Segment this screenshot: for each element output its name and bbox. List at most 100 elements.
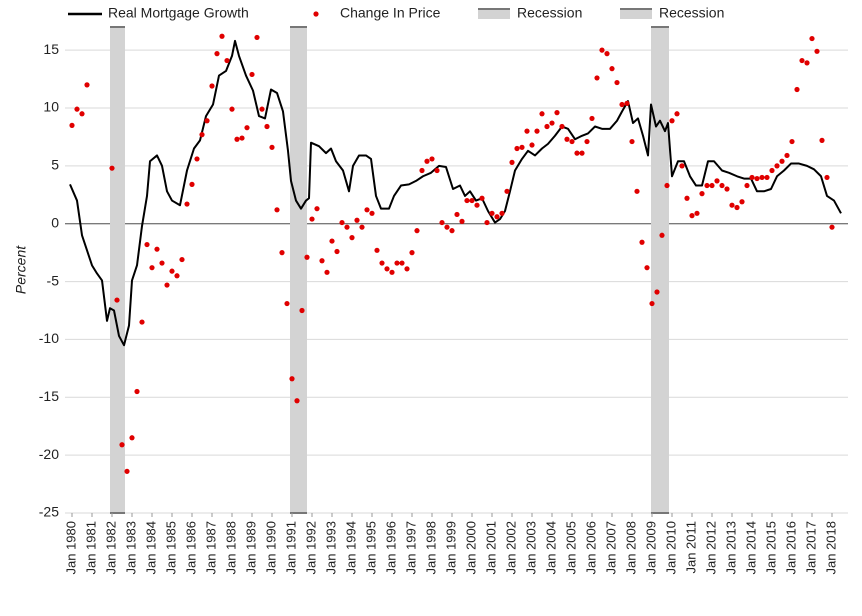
point: [719, 182, 725, 189]
y-tick-label: -20: [39, 446, 59, 462]
point: [494, 214, 500, 220]
x-tick-label: Jan 1983: [123, 521, 138, 575]
point: [284, 300, 290, 307]
point: [134, 388, 140, 395]
point: [449, 228, 455, 234]
recession-band: [290, 27, 307, 513]
point: [269, 144, 275, 150]
x-tick-label: Jan 1999: [443, 521, 458, 575]
line: [69, 39, 842, 347]
point: [179, 256, 185, 263]
point: [664, 182, 670, 189]
point: [329, 238, 335, 244]
y-tick-label: 5: [51, 157, 59, 173]
x-tick-label: Jan 2017: [803, 521, 818, 575]
x-tick-label: Jan 2010: [663, 521, 678, 575]
point: [534, 128, 540, 134]
x-tick-label: Jan 1995: [363, 521, 378, 575]
point: [539, 111, 545, 117]
x-tick-label: Jan 1982: [103, 521, 118, 575]
point: [679, 163, 685, 169]
point: [339, 219, 345, 226]
point: [704, 182, 710, 189]
point: [794, 86, 800, 93]
point: [154, 246, 160, 252]
point: [144, 241, 150, 248]
x-tick-label: Jan 2012: [703, 521, 718, 575]
point: [584, 138, 590, 145]
point: [634, 188, 640, 194]
point: [439, 219, 445, 226]
point: [734, 204, 740, 211]
x-tick-label: Jan 1984: [143, 521, 158, 575]
point: [614, 79, 620, 86]
x-tick-label: Jan 1997: [403, 521, 418, 575]
point: [714, 178, 720, 184]
x-tick-label: Jan 2011: [683, 521, 698, 574]
point: [444, 224, 450, 230]
point: [639, 239, 645, 245]
point: [599, 47, 605, 53]
x-tick-label: Jan 1980: [63, 521, 78, 575]
point: [309, 216, 315, 222]
x-tick-label: Jan 1996: [383, 521, 398, 575]
x-tick-label: Jan 2009: [643, 521, 658, 575]
x-tick-label: Jan 2013: [723, 521, 738, 575]
legend-label: Change In Price: [340, 5, 441, 21]
point: [69, 122, 75, 128]
point: [469, 197, 475, 204]
point: [389, 269, 395, 275]
point: [499, 210, 505, 216]
point: [404, 266, 410, 272]
point: [799, 57, 805, 64]
x-tick-label: Jan 1994: [343, 521, 358, 575]
x-tick-label: Jan 2000: [463, 521, 478, 575]
point: [124, 468, 130, 474]
point: [204, 118, 210, 124]
point: [194, 156, 200, 162]
point: [299, 307, 305, 314]
point: [579, 150, 585, 156]
point: [754, 175, 760, 182]
point: [514, 145, 520, 152]
point: [289, 376, 295, 382]
point: [684, 195, 690, 201]
point: [184, 201, 190, 207]
point: [169, 268, 175, 274]
point: [354, 217, 360, 223]
point: [419, 167, 425, 174]
point: [699, 191, 705, 197]
point: [649, 300, 655, 307]
point: [454, 211, 460, 218]
point: [544, 123, 550, 130]
point: [739, 199, 745, 205]
point: [399, 260, 405, 266]
x-tick-label: Jan 1998: [423, 521, 438, 575]
y-tick-label: -25: [39, 504, 59, 520]
point: [159, 260, 165, 266]
point: [569, 138, 575, 145]
point: [249, 71, 255, 78]
point: [199, 132, 205, 138]
x-tick-label: Jan 1989: [243, 521, 258, 575]
point: [529, 142, 535, 148]
x-tick-label: Jan 1987: [203, 521, 218, 575]
legend-label: Recession: [517, 5, 582, 21]
point: [189, 181, 195, 187]
point: [174, 273, 180, 279]
x-tick-label: Jan 1986: [183, 521, 198, 575]
point: [149, 265, 155, 271]
point: [564, 136, 570, 142]
recession-band: [651, 27, 669, 513]
point: [314, 206, 320, 212]
point: [654, 289, 660, 295]
point: [484, 219, 490, 226]
point: [84, 82, 90, 88]
point: [409, 250, 415, 256]
x-tick-label: Jan 2004: [543, 521, 558, 575]
x-tick-label: Jan 2007: [603, 521, 618, 575]
point: [244, 125, 250, 131]
legend-dot: [313, 11, 319, 17]
point: [619, 101, 625, 108]
point: [164, 282, 170, 288]
